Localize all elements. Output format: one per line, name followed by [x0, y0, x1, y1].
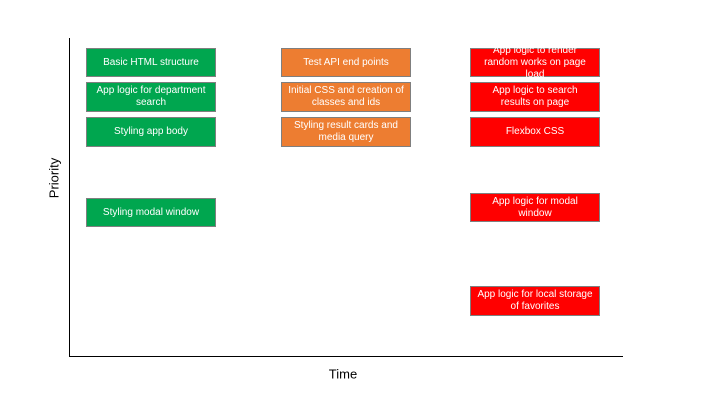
task-card-flexbox-css: Flexbox CSS: [470, 117, 600, 147]
task-card-basic-html-structure: Basic HTML structure: [86, 48, 216, 77]
task-card-department-search: App logic for department search: [86, 82, 216, 112]
task-card-styling-result-cards: Styling result cards and media query: [281, 117, 411, 147]
task-card-render-random-works: App logic to render random works on page…: [470, 45, 600, 80]
task-card-test-api-end-points: Test API end points: [281, 48, 411, 77]
task-card-initial-css: Initial CSS and creation of classes and …: [281, 82, 411, 112]
y-axis-line: [69, 38, 70, 357]
x-axis-label: Time: [328, 366, 358, 382]
task-card-search-results: App logic to search results on page: [470, 82, 600, 112]
x-axis-line: [69, 356, 623, 357]
task-card-styling-modal-window: Styling modal window: [86, 198, 216, 227]
task-card-modal-window-logic: App logic for modal window: [470, 193, 600, 222]
task-card-styling-app-body: Styling app body: [86, 117, 216, 147]
y-axis-label: Priority: [46, 157, 62, 199]
task-card-local-storage-favorites: App logic for local storage of favorites: [470, 286, 600, 316]
